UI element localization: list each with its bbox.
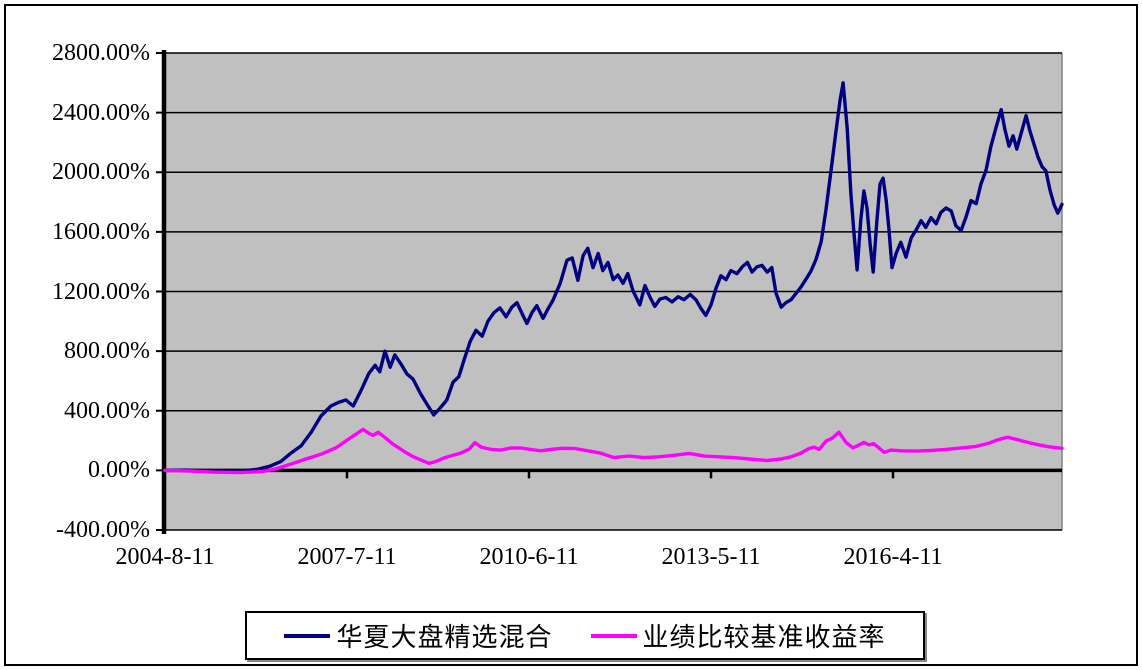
chart-frame <box>4 4 1138 666</box>
y-axis-tick-label: 400.00% <box>64 397 150 424</box>
x-axis-tick-label: 2013-5-11 <box>661 544 761 570</box>
y-axis-tick-label: 1600.00% <box>52 218 150 245</box>
y-axis-tick-label: 800.00% <box>64 338 150 365</box>
x-axis-tick-label: 2016-4-11 <box>843 544 943 570</box>
legend-item-benchmark: 业绩比较基准收益率 <box>590 617 886 654</box>
fund-legend-line-sample <box>284 633 331 638</box>
y-axis-tick-label: -400.00% <box>56 517 150 543</box>
benchmark-legend-label: 业绩比较基准收益率 <box>642 623 886 652</box>
y-axis-tick-label: 1200.00% <box>52 278 150 305</box>
y-axis-tick-label: 2800.00% <box>52 40 150 66</box>
x-axis-tick-label: 2010-6-11 <box>479 544 579 570</box>
legend-box: 华夏大盘精选混合 业绩比较基准收益率 <box>245 611 925 660</box>
y-axis-tick-label: 0.00% <box>88 457 150 484</box>
fund-series-line <box>163 81 1064 473</box>
x-axis-tick-label: 2007-7-11 <box>297 544 397 570</box>
y-axis-tick-label: 2400.00% <box>52 99 150 126</box>
benchmark-legend-line-sample <box>590 633 637 638</box>
legend-item-fund: 华夏大盘精选混合 <box>284 617 552 654</box>
x-axis-tick-label: 2004-8-11 <box>115 544 215 570</box>
y-axis-tick-label: 2000.00% <box>52 159 150 186</box>
fund-legend-label: 华夏大盘精选混合 <box>336 623 553 652</box>
benchmark-series-line <box>163 427 1064 475</box>
